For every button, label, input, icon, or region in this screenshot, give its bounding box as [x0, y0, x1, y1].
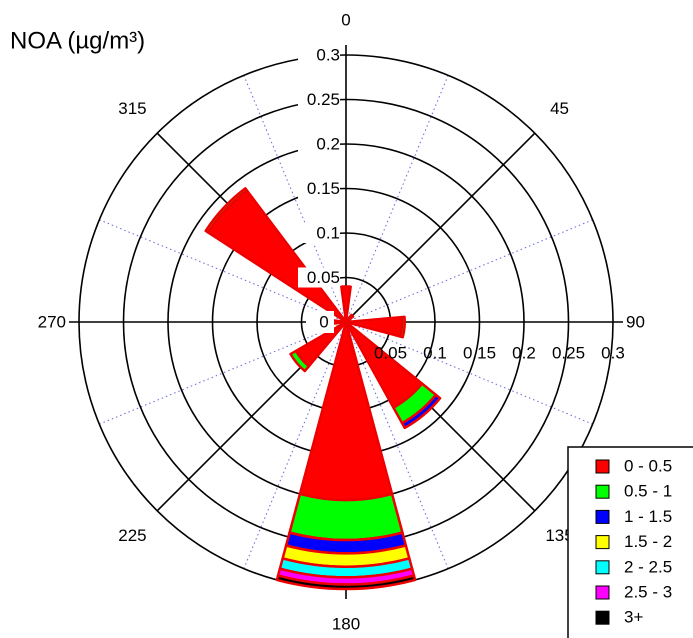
legend-box [567, 446, 693, 638]
legend-label: 0 - 0.5 [624, 456, 672, 475]
legend-swatch [595, 459, 610, 474]
legend-label: 2 - 2.5 [624, 557, 672, 576]
label-bg [298, 267, 340, 288]
spoke [345, 132, 536, 323]
legend-label: 3+ [624, 608, 643, 627]
wedge-segment [400, 393, 442, 430]
angle-label: 315 [118, 99, 146, 118]
r-tick-label: 0.05 [374, 343, 407, 362]
wedge-segment [275, 574, 417, 591]
legend-swatch [595, 484, 610, 499]
angle-label: 180 [332, 614, 360, 633]
legend-label: 0.5 - 1 [624, 482, 672, 501]
angle-label: 225 [118, 526, 146, 545]
r-tick-label: 0.3 [601, 343, 625, 362]
r-tick-label: 0.15 [463, 343, 496, 362]
legend-label: 1.5 - 2 [624, 532, 672, 551]
r-tick-label: 0.2 [512, 343, 536, 362]
wedge-segment [289, 349, 311, 373]
label-bg [298, 134, 340, 154]
wedge-segment [288, 492, 404, 542]
angle-label: 45 [550, 99, 569, 118]
r-tick-label: 0 [319, 312, 328, 331]
label-bg [298, 178, 340, 199]
legend-label: 1 - 1.5 [624, 507, 672, 526]
r-tick-label: 0.25 [552, 343, 585, 362]
label-bg [298, 89, 340, 110]
label-bg [298, 45, 340, 65]
wedge-segment [344, 313, 355, 324]
wedge-segment [204, 187, 249, 234]
r-tick-label: 0.1 [316, 223, 340, 242]
wedge-segment [340, 285, 352, 324]
label-bg [306, 311, 334, 333]
angle-label: 270 [38, 312, 66, 331]
legend-swatch [595, 509, 610, 524]
r-tick-label: 0.25 [307, 90, 340, 109]
r-tick-label: 0.15 [307, 179, 340, 198]
r-tick-label: 0.05 [307, 268, 340, 287]
r-tick-label: 0.2 [316, 134, 340, 153]
angle-label: 135 [545, 526, 573, 545]
legend-swatch [595, 535, 610, 550]
wedge-segment [206, 189, 348, 324]
legend-swatch [595, 610, 610, 625]
wedges [204, 187, 442, 591]
chart-title: NOA (µg/m³) [10, 27, 145, 54]
wedge-segment [398, 315, 406, 339]
legend-swatch [595, 585, 610, 600]
angle-label: 0 [341, 10, 350, 29]
r-tick-label: 0.1 [423, 343, 447, 362]
labels: 0 0.05 0.05 0.1 0.1 0.15 0.15 0.2 0.2 0.25 0.25 0.3… [38, 10, 645, 633]
angle-label: 90 [626, 312, 645, 331]
legend-swatch [595, 560, 610, 575]
legend: 0 - 0.5 0.5 - 1 1 - 1.5 1.5 - 2 2 - 2.5 2.5 -… [567, 446, 693, 638]
legend-label: 2.5 - 3 [624, 582, 672, 601]
label-bg [298, 223, 340, 243]
r-tick-label: 0.3 [316, 45, 340, 64]
